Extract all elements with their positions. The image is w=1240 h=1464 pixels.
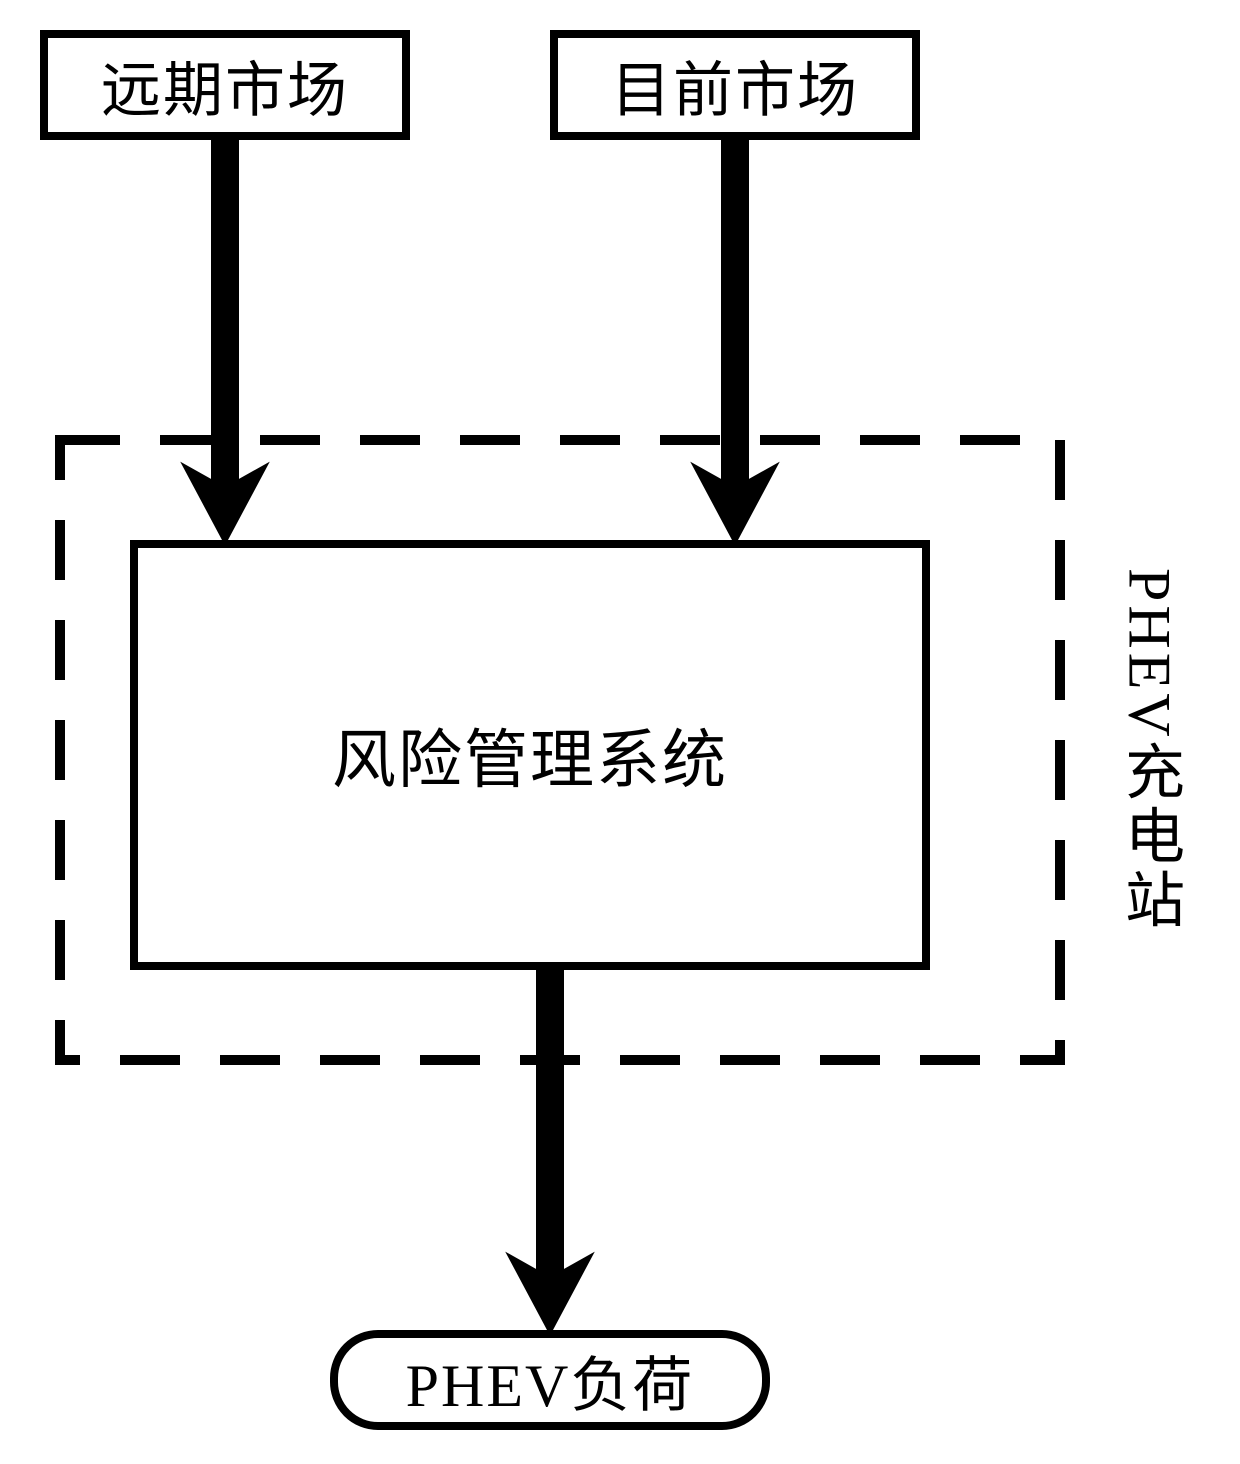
phev-load-box: PHEV负荷 (330, 1330, 770, 1430)
phev-station-label: PHEV充电站 (1090, 440, 1210, 1060)
current-market-box: 目前市场 (550, 30, 920, 140)
phev-station-label-text: PHEV充电站 (1107, 568, 1194, 933)
risk-management-box: 风险管理系统 (130, 540, 930, 970)
forward-market-box: 远期市场 (40, 30, 410, 140)
current-market-box-label: 目前市场 (611, 42, 859, 129)
phev-load-box-label: PHEV负荷 (406, 1337, 695, 1424)
diagram-root: 远期市场 目前市场风险管理系统 PHEV负荷 PHEV充电站 (0, 0, 1240, 1464)
forward-market-box-label: 远期市场 (101, 42, 349, 129)
risk-management-box-label: 风险管理系统 (332, 709, 728, 801)
